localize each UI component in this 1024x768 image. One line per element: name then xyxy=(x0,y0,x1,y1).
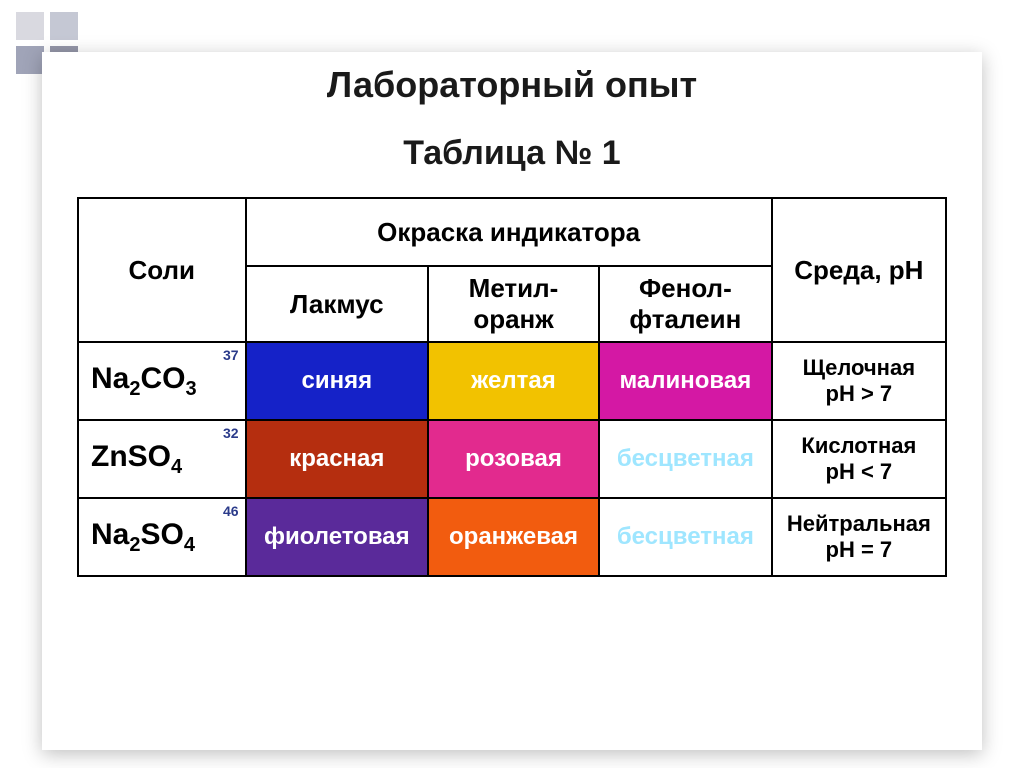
env-cell: НейтральнаяpH = 7 xyxy=(772,498,946,576)
phenol-swatch: бесцветная xyxy=(599,498,772,576)
methyl-swatch: оранжевая xyxy=(428,498,599,576)
litmus-swatch: фиолетовая xyxy=(246,498,428,576)
decor-square xyxy=(16,46,44,74)
col-phenol: Фенол-фталеин xyxy=(599,266,772,342)
table-row: Na2SO446фиолетоваяоранжеваябесцветнаяНей… xyxy=(78,498,946,576)
col-env: Среда, pH xyxy=(772,198,946,342)
env-cell: ЩелочнаяpH > 7 xyxy=(772,342,946,420)
decor-square xyxy=(16,12,44,40)
header-row-1: Соли Окраска индикатора Среда, pH xyxy=(78,198,946,266)
col-salts: Соли xyxy=(78,198,246,342)
litmus-swatch: красная xyxy=(246,420,428,498)
indicator-table: Соли Окраска индикатора Среда, pH Лакмус… xyxy=(77,197,947,577)
note-index: 32 xyxy=(223,425,239,441)
salt-cell: Na2CO337 xyxy=(78,342,246,420)
col-litmus: Лакмус xyxy=(246,266,428,342)
slide-card: Лабораторный опыт Таблица № 1 Соли Окрас… xyxy=(42,52,982,750)
col-indicator-group: Окраска индикатора xyxy=(246,198,772,266)
table-row: ZnSO432краснаярозоваябесцветнаяКислотная… xyxy=(78,420,946,498)
methyl-swatch: розовая xyxy=(428,420,599,498)
salt-cell: Na2SO446 xyxy=(78,498,246,576)
note-index: 46 xyxy=(223,503,239,519)
page-title: Лабораторный опыт xyxy=(42,64,982,106)
env-cell: КислотнаяpH < 7 xyxy=(772,420,946,498)
phenol-swatch: бесцветная xyxy=(599,420,772,498)
litmus-swatch: синяя xyxy=(246,342,428,420)
table-caption: Таблица № 1 xyxy=(42,134,982,173)
phenol-swatch: малиновая xyxy=(599,342,772,420)
note-index: 37 xyxy=(223,347,239,363)
methyl-swatch: желтая xyxy=(428,342,599,420)
salt-cell: ZnSO432 xyxy=(78,420,246,498)
col-methyl: Метил-оранж xyxy=(428,266,599,342)
table-row: Na2CO337синяяжелтаямалиноваяЩелочнаяpH >… xyxy=(78,342,946,420)
decor-square xyxy=(50,12,78,40)
